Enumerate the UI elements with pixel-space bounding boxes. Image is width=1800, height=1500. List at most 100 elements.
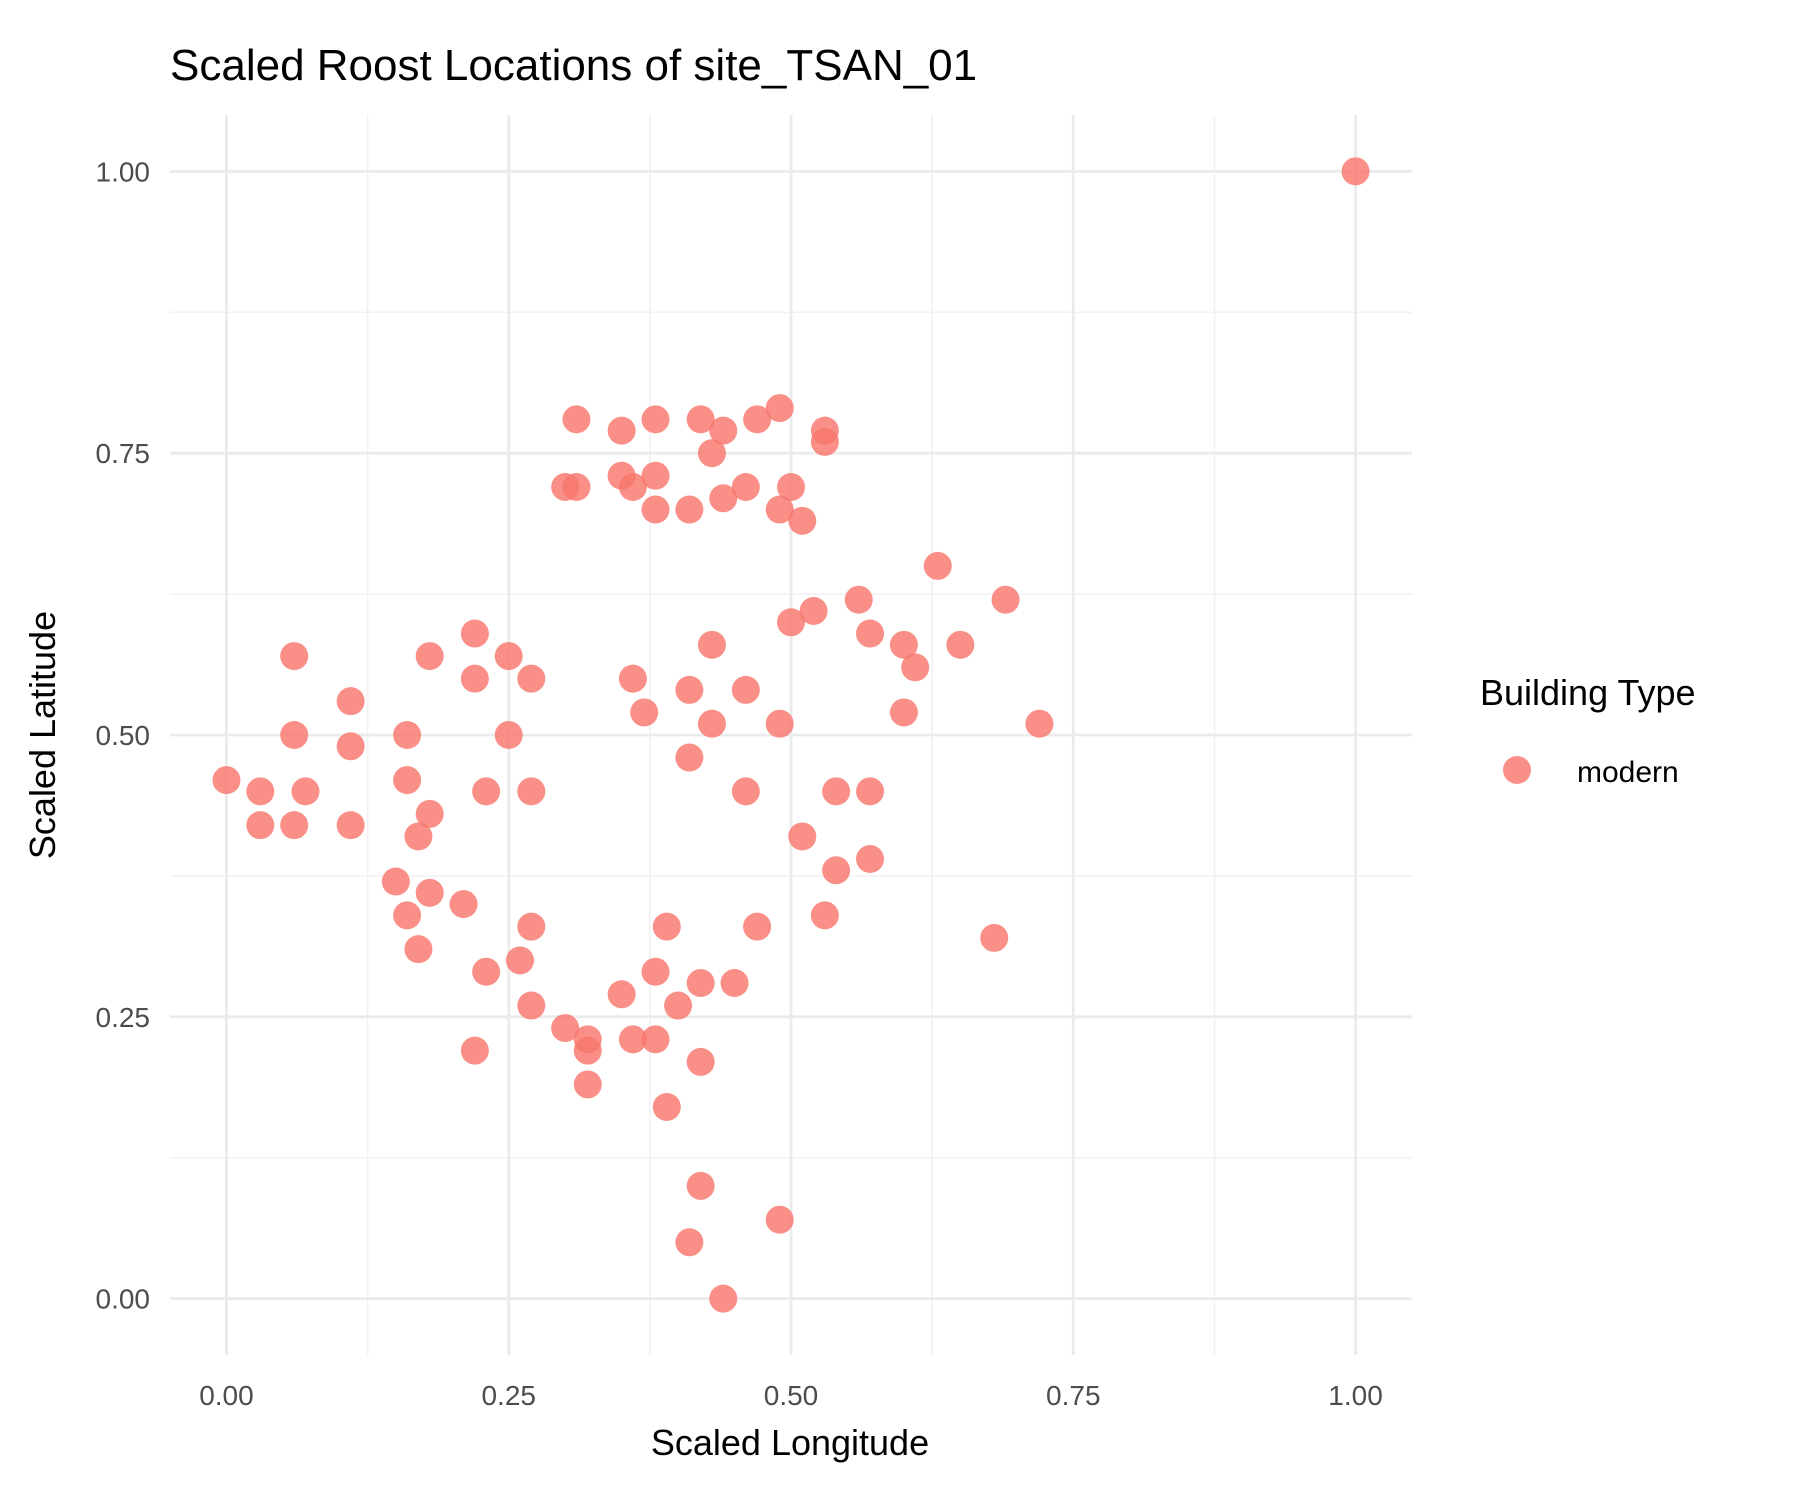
data-point [404, 935, 433, 964]
data-point [517, 664, 546, 693]
data-point [641, 1025, 670, 1054]
data-point [641, 405, 670, 434]
data-point [697, 439, 726, 468]
data-point [494, 642, 523, 671]
data-point [980, 923, 1009, 952]
data-point [889, 698, 918, 727]
data-point [765, 1205, 794, 1234]
data-point [415, 642, 444, 671]
data-point [697, 709, 726, 738]
x-axis-title: Scaled Longitude [651, 1422, 929, 1463]
data-point [946, 630, 975, 659]
data-point [697, 630, 726, 659]
data-point [731, 675, 760, 704]
data-point [336, 811, 365, 840]
data-point [460, 664, 489, 693]
y-axis-ticks: 0.00 0.25 0.50 0.75 1.00 [96, 156, 151, 1314]
x-tick-label: 0.75 [1046, 1380, 1101, 1411]
data-point [517, 991, 546, 1020]
data-point [381, 867, 410, 896]
data-point [856, 845, 885, 873]
grid [170, 115, 1412, 1355]
data-point [280, 721, 309, 749]
data-point [246, 811, 275, 840]
x-tick-label: 0.00 [199, 1380, 254, 1411]
chart-title: Scaled Roost Locations of site_TSAN_01 [170, 41, 977, 90]
data-point [336, 732, 365, 761]
data-point [517, 777, 546, 806]
data-point [743, 405, 772, 434]
data-point [777, 473, 805, 501]
legend-key-modern [1503, 756, 1531, 784]
data-point [494, 721, 523, 749]
data-points [212, 157, 1370, 1313]
data-point [460, 1036, 489, 1065]
data-point [664, 991, 693, 1020]
data-point [641, 957, 670, 986]
y-axis-title: Scaled Latitude [22, 611, 63, 859]
data-point [709, 416, 738, 445]
data-point [506, 946, 535, 975]
data-point [551, 1014, 580, 1043]
y-tick-label: 0.50 [96, 720, 151, 751]
data-point [618, 664, 647, 693]
data-point [573, 1070, 602, 1099]
data-point [743, 912, 772, 941]
data-point [856, 619, 885, 648]
data-point [641, 495, 670, 524]
y-tick-label: 0.00 [96, 1284, 151, 1315]
data-point [788, 822, 817, 851]
data-point [731, 473, 760, 501]
data-point [731, 777, 760, 806]
data-point [607, 416, 636, 445]
data-point [393, 901, 422, 930]
data-point [810, 901, 839, 930]
data-point [810, 427, 839, 456]
data-point [618, 1025, 647, 1054]
data-point [404, 822, 433, 851]
data-point [562, 405, 591, 434]
data-point [641, 461, 670, 490]
data-point [799, 597, 828, 625]
data-point [630, 698, 659, 727]
data-point [777, 608, 805, 637]
data-point [472, 777, 501, 806]
data-point [618, 473, 647, 501]
data-point [652, 1093, 681, 1121]
data-point [652, 912, 681, 941]
data-point [246, 777, 275, 806]
data-point [901, 653, 930, 682]
data-point [212, 766, 241, 795]
data-point [675, 743, 704, 772]
data-point [472, 957, 501, 986]
data-point [517, 912, 546, 941]
data-point [460, 619, 489, 648]
data-point [686, 405, 715, 434]
y-tick-label: 0.75 [96, 438, 151, 469]
data-point [709, 484, 738, 513]
data-point [765, 394, 794, 423]
data-point [1341, 157, 1370, 186]
data-point [923, 551, 952, 580]
data-point [889, 630, 918, 659]
data-point [675, 1228, 704, 1257]
data-point [686, 969, 715, 997]
data-point [675, 675, 704, 704]
data-point [675, 495, 704, 524]
data-point [280, 811, 309, 840]
data-point [415, 878, 444, 907]
legend: Building Type modern [1480, 672, 1696, 789]
data-point [449, 890, 478, 919]
data-point [607, 980, 636, 1009]
data-point [844, 585, 873, 614]
data-point [720, 969, 749, 997]
data-point [291, 777, 320, 806]
y-tick-label: 0.25 [96, 1002, 151, 1033]
x-axis-ticks: 0.00 0.25 0.50 0.75 1.00 [199, 1380, 1383, 1411]
data-point [562, 473, 591, 501]
legend-title: Building Type [1480, 672, 1696, 713]
data-point [991, 585, 1020, 614]
data-point [822, 856, 851, 885]
legend-label-modern: modern [1577, 756, 1679, 789]
